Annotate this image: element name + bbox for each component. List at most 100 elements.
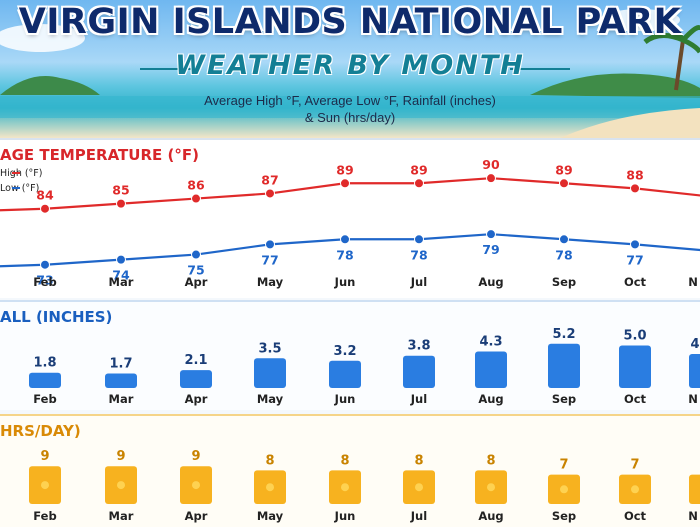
x-tick-label: N <box>688 275 698 289</box>
sun-value-label: 9 <box>40 449 49 464</box>
caption-line-1: Average High °F, Average Low °F, Rainfal… <box>204 93 496 108</box>
low-temp-label: 78 <box>555 247 572 262</box>
high-temp-point <box>486 173 496 184</box>
x-tick-label: Mar <box>109 509 134 523</box>
rain-value-label: 3.2 <box>333 344 356 359</box>
rain-bar <box>105 373 137 388</box>
x-tick-label: May <box>257 275 284 289</box>
x-tick-label: Apr <box>185 275 208 289</box>
sun-icon <box>631 485 639 494</box>
low-temp-label: 73 <box>36 273 53 288</box>
x-tick-label: Aug <box>478 392 503 406</box>
page-title: VIRGIN ISLANDS NATIONAL PARK <box>18 2 682 42</box>
x-tick-label: Mar <box>109 275 134 289</box>
sun-value-label: 7 <box>630 458 639 473</box>
temperature-title: AGE TEMPERATURE (°F) <box>0 146 199 164</box>
x-tick-label: Sep <box>552 392 576 406</box>
sun-value-label: 9 <box>191 449 200 464</box>
rain-value-label: 3.8 <box>407 339 430 354</box>
high-temp-label: 85 <box>112 183 129 198</box>
low-temp-point <box>265 239 275 250</box>
sun-icon <box>41 481 49 490</box>
low-temp-point <box>116 254 126 265</box>
high-temp-label: 89 <box>555 162 572 177</box>
x-tick-label: May <box>257 392 284 406</box>
rain-bar <box>475 351 507 388</box>
low-temp-label: 79 <box>482 242 499 257</box>
low-temp-point <box>559 234 569 245</box>
sun-bar <box>689 474 700 504</box>
rain-bar <box>29 372 61 388</box>
rain-bar <box>689 354 700 388</box>
sun-value-label: 8 <box>486 453 495 468</box>
x-tick-label: Mar <box>109 392 134 406</box>
page-caption: Average High °F, Average Low °F, Rainfal… <box>150 92 550 126</box>
high-temp-label: 89 <box>410 162 427 177</box>
low-temp-point <box>191 249 201 260</box>
x-tick-label: Jun <box>334 275 356 289</box>
x-tick-label: N <box>688 509 698 523</box>
rain-bar <box>619 345 651 388</box>
high-temp-label: 90 <box>482 157 500 172</box>
high-temp-label: 88 <box>626 167 643 182</box>
x-tick-label: Apr <box>185 392 208 406</box>
low-temp-point <box>630 239 640 250</box>
x-tick-label: Sep <box>552 275 576 289</box>
sun-icon <box>117 481 125 490</box>
low-temp-label: 78 <box>410 247 427 262</box>
x-tick-label: N <box>688 392 698 406</box>
low-temp-label: 75 <box>187 263 204 278</box>
rain-value-label: 5.0 <box>623 329 646 344</box>
high-temp-label: 84 <box>36 188 54 203</box>
rain-value-label: 1.8 <box>33 356 56 371</box>
high-temp-line <box>0 177 700 212</box>
x-tick-label: Jul <box>410 509 427 523</box>
subtitle-rule-right <box>510 68 570 70</box>
rain-bar <box>548 343 580 388</box>
low-temp-point <box>340 234 350 245</box>
sun-icon <box>192 481 200 490</box>
rain-value-label: 3.5 <box>258 341 281 356</box>
low-temp-label: 77 <box>261 252 278 267</box>
low-temp-label: 74 <box>112 268 130 283</box>
rain-bar <box>180 370 212 388</box>
sun-icon <box>341 483 349 492</box>
x-tick-label: Apr <box>185 509 208 523</box>
rain-bar <box>403 355 435 388</box>
rain-value-label: 2.1 <box>184 353 207 368</box>
rainfall-title: ALL (INCHES) <box>0 308 113 326</box>
x-tick-label: Feb <box>33 392 56 406</box>
rain-bar <box>329 360 361 388</box>
subtitle-rule-left <box>140 68 200 70</box>
high-temp-point <box>559 178 569 189</box>
high-temp-point <box>265 188 275 199</box>
rainfall-chart: 1.8 1.7 2.1 3.5 3.2 3.8 4.3 5.2 5.0 4 Feb Mar Apr May… <box>29 327 700 406</box>
high-temp-point <box>40 203 50 214</box>
x-tick-label: Aug <box>478 275 503 289</box>
rain-value-label: 1.7 <box>109 357 132 372</box>
rainfall-panel: ALL (INCHES) 1.8 1.7 2.1 3.5 3.2 3.8 4.3 5.2 5.0… <box>0 300 700 410</box>
rain-value-label: 5.2 <box>552 327 575 342</box>
x-tick-label: Jul <box>410 392 427 406</box>
x-tick-label: Jul <box>410 275 427 289</box>
sun-value-label: 7 <box>559 458 568 473</box>
x-tick-label: Feb <box>33 275 56 289</box>
temperature-panel: AGE TEMPERATURE (°F) High (°F) Low (°F) … <box>0 138 700 298</box>
rain-bar <box>254 358 286 388</box>
high-temp-point <box>340 178 350 189</box>
legend-high: High (°F) <box>0 168 42 179</box>
legend-high-label: High (°F) <box>0 168 43 179</box>
x-tick-label: Oct <box>624 275 647 289</box>
page-subtitle: WEATHER BY MONTH <box>175 50 525 81</box>
x-tick-label: Sep <box>552 509 576 523</box>
caption-line-2: & Sun (hrs/day) <box>304 110 396 125</box>
low-temp-label: 77 <box>626 252 643 267</box>
high-temp-label: 89 <box>336 162 353 177</box>
x-tick-label: Jun <box>334 509 356 523</box>
sun-panel: HRS/DAY) 9 9 9 8 8 8 8 7 7 Feb Mar Apr May Jun Jul Aug S… <box>0 414 700 527</box>
high-temp-point <box>630 183 640 194</box>
beach-scene-illustration <box>0 9 700 138</box>
hero-banner: VIRGIN ISLANDS NATIONAL PARK WEATHER BY … <box>0 0 700 138</box>
sun-icon <box>415 483 423 492</box>
x-tick-label: Oct <box>624 509 647 523</box>
